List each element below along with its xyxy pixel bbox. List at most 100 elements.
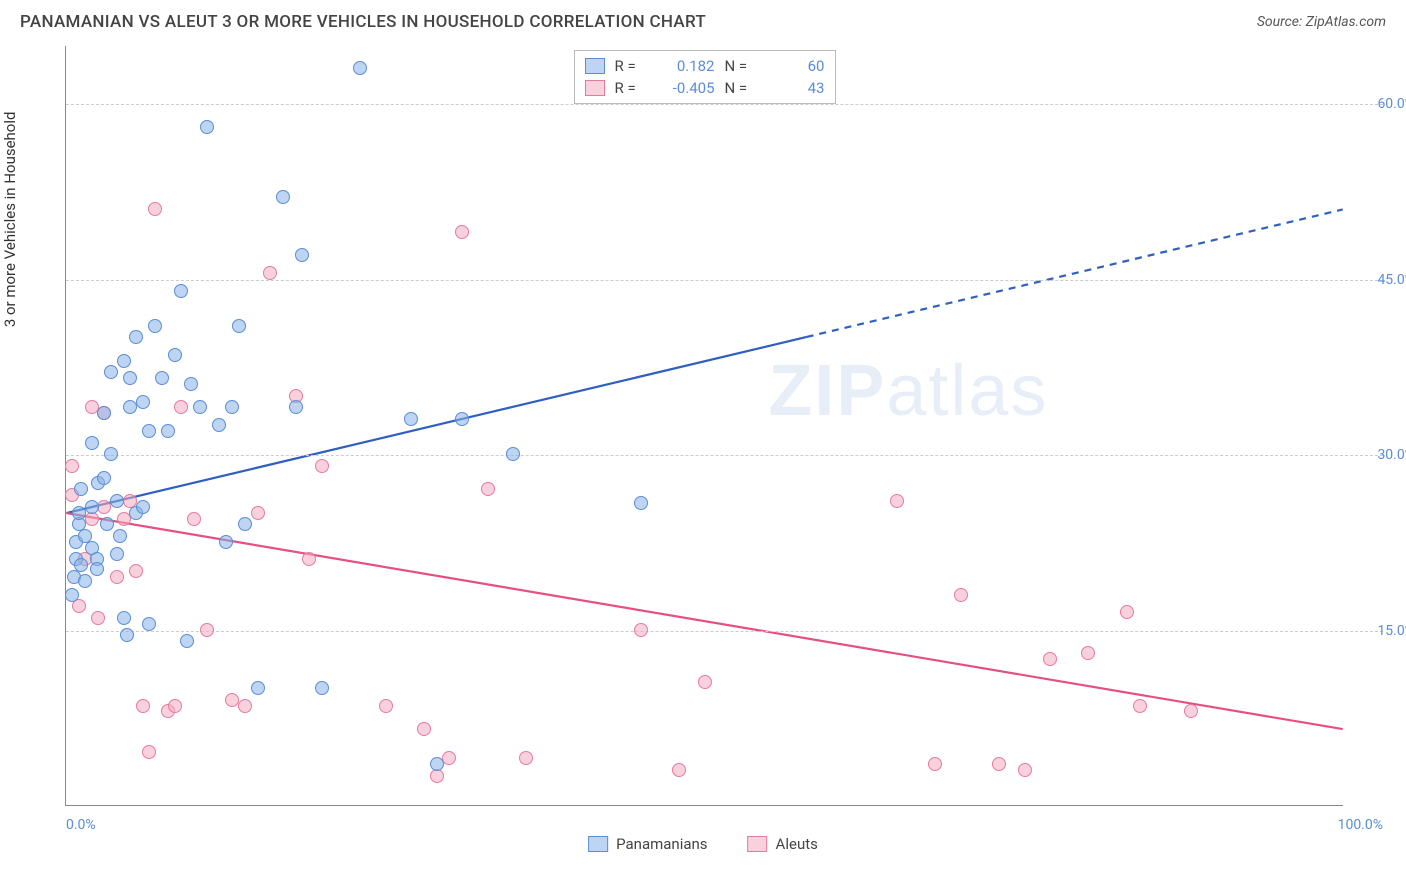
scatter-point-panamanian: [174, 284, 188, 298]
legend-r-label: R =: [615, 79, 645, 97]
scatter-point-panamanian: [85, 500, 99, 514]
y-tick-label: 30.0%: [1377, 447, 1406, 463]
scatter-point-aleut: [174, 400, 188, 414]
scatter-point-aleut: [698, 675, 712, 689]
scatter-point-panamanian: [353, 61, 367, 75]
legend-swatch-pink: [585, 80, 605, 96]
scatter-point-aleut: [136, 699, 150, 713]
legend-series-item: Panamanians: [588, 814, 707, 874]
source-attribution: Source: ZipAtlas.com: [1257, 14, 1386, 30]
scatter-point-panamanian: [90, 562, 104, 576]
legend-correlation-row: R = -0.405 N = 43: [585, 77, 825, 99]
scatter-point-aleut: [200, 623, 214, 637]
scatter-point-panamanian: [110, 494, 124, 508]
scatter-point-aleut: [1120, 605, 1134, 619]
scatter-point-panamanian: [117, 354, 131, 368]
legend-swatch-blue: [585, 58, 605, 74]
y-axis-label: 3 or more Vehicles in Household: [1, 112, 19, 328]
chart-title: PANAMANIAN VS ALEUT 3 OR MORE VEHICLES I…: [20, 12, 706, 32]
scatter-point-aleut: [129, 564, 143, 578]
scatter-point-panamanian: [295, 248, 309, 262]
scatter-point-aleut: [928, 757, 942, 771]
scatter-point-panamanian: [276, 190, 290, 204]
scatter-point-panamanian: [232, 319, 246, 333]
legend-series-label: Aleuts: [776, 835, 818, 853]
scatter-point-aleut: [110, 570, 124, 584]
scatter-point-aleut: [1018, 763, 1032, 777]
legend-n-label: N =: [725, 79, 755, 97]
scatter-point-panamanian: [219, 535, 233, 549]
scatter-point-aleut: [481, 482, 495, 496]
legend-series-item: Aleuts: [748, 814, 818, 874]
legend-swatch-blue: [588, 836, 608, 852]
scatter-point-panamanian: [212, 418, 226, 432]
trend-line-blue-solid: [66, 337, 806, 513]
scatter-point-aleut: [187, 512, 201, 526]
scatter-point-aleut: [890, 494, 904, 508]
gridline: [66, 455, 1383, 456]
scatter-point-aleut: [142, 745, 156, 759]
chart-container: 3 or more Vehicles in Household ZIPatlas…: [20, 40, 1386, 846]
scatter-point-panamanian: [85, 436, 99, 450]
scatter-point-panamanian: [97, 471, 111, 485]
legend-series-label: Panamanians: [616, 835, 707, 853]
scatter-point-panamanian: [136, 500, 150, 514]
scatter-point-panamanian: [238, 517, 252, 531]
scatter-point-aleut: [251, 506, 265, 520]
scatter-point-panamanian: [404, 412, 418, 426]
scatter-point-aleut: [519, 751, 533, 765]
scatter-point-aleut: [1133, 699, 1147, 713]
scatter-point-panamanian: [74, 482, 88, 496]
scatter-point-aleut: [91, 611, 105, 625]
legend-r-value: -0.405: [655, 79, 715, 97]
scatter-point-panamanian: [100, 517, 114, 531]
scatter-point-panamanian: [142, 424, 156, 438]
scatter-point-aleut: [148, 202, 162, 216]
scatter-point-panamanian: [430, 757, 444, 771]
scatter-point-aleut: [455, 225, 469, 239]
scatter-point-aleut: [417, 722, 431, 736]
scatter-point-panamanian: [136, 395, 150, 409]
legend-correlation: R = 0.182 N = 60 R = -0.405 N = 43: [574, 50, 836, 104]
scatter-point-panamanian: [161, 424, 175, 438]
scatter-point-aleut: [302, 552, 316, 566]
scatter-point-aleut: [672, 763, 686, 777]
scatter-point-aleut: [1043, 652, 1057, 666]
scatter-point-panamanian: [506, 447, 520, 461]
chart-header: PANAMANIAN VS ALEUT 3 OR MORE VEHICLES I…: [0, 0, 1406, 40]
gridline: [66, 104, 1383, 105]
scatter-point-panamanian: [65, 588, 79, 602]
scatter-point-panamanian: [193, 400, 207, 414]
gridline: [66, 631, 1383, 632]
legend-n-value: 43: [765, 79, 825, 97]
legend-series: Panamanians Aleuts: [588, 814, 818, 874]
scatter-point-panamanian: [315, 681, 329, 695]
y-tick-label: 15.0%: [1377, 623, 1406, 639]
scatter-point-panamanian: [97, 406, 111, 420]
x-tick-label-max: 100.0%: [1338, 817, 1383, 833]
x-tick-label-min: 0.0%: [66, 817, 96, 833]
scatter-point-aleut: [238, 699, 252, 713]
scatter-point-panamanian: [289, 400, 303, 414]
scatter-point-panamanian: [120, 628, 134, 642]
scatter-point-panamanian: [455, 412, 469, 426]
legend-r-label: R =: [615, 57, 645, 75]
plot-area: ZIPatlas R = 0.182 N = 60 R = -0.405 N =…: [65, 46, 1343, 806]
legend-n-label: N =: [725, 57, 755, 75]
scatter-point-aleut: [954, 588, 968, 602]
legend-swatch-pink: [748, 836, 768, 852]
scatter-point-aleut: [634, 623, 648, 637]
trend-line-blue-dashed: [807, 209, 1343, 337]
legend-correlation-row: R = 0.182 N = 60: [585, 55, 825, 77]
scatter-point-aleut: [992, 757, 1006, 771]
scatter-point-aleut: [1081, 646, 1095, 660]
scatter-point-panamanian: [168, 348, 182, 362]
scatter-point-panamanian: [117, 611, 131, 625]
scatter-point-panamanian: [180, 634, 194, 648]
scatter-point-aleut: [442, 751, 456, 765]
scatter-point-panamanian: [74, 558, 88, 572]
scatter-point-panamanian: [113, 529, 127, 543]
scatter-point-panamanian: [78, 574, 92, 588]
scatter-point-panamanian: [148, 319, 162, 333]
scatter-point-panamanian: [634, 496, 648, 510]
